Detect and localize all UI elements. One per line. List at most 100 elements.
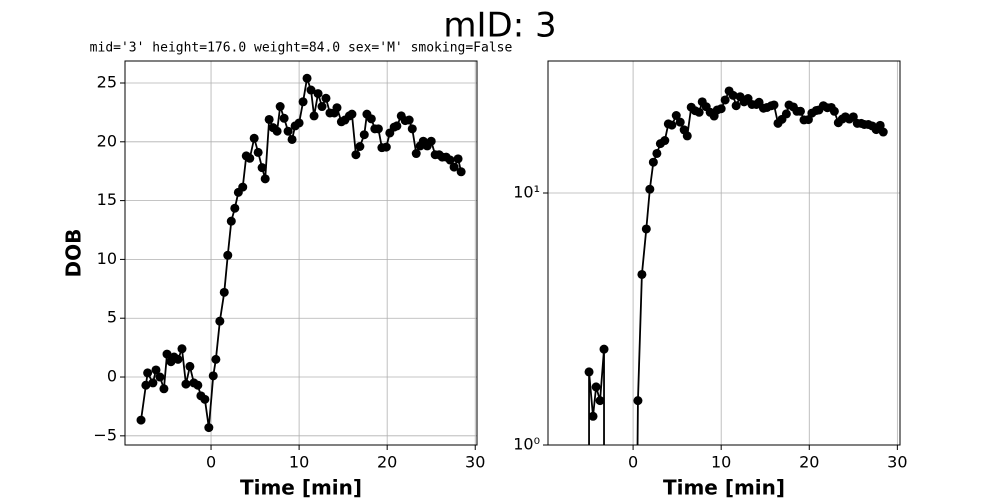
data-point (449, 162, 459, 172)
data-point (155, 372, 165, 382)
data-point (848, 112, 858, 122)
data-point (373, 124, 383, 134)
data-point (694, 107, 704, 117)
data-point (445, 155, 455, 165)
data-point (426, 136, 436, 146)
data-point (321, 93, 331, 103)
data-point (173, 354, 183, 364)
data-point (716, 104, 726, 114)
data-point (637, 269, 647, 279)
data-point (407, 124, 417, 134)
data-point (599, 344, 609, 354)
data-point (317, 102, 327, 112)
data-point (829, 106, 839, 116)
data-point (275, 102, 285, 112)
data-point (219, 287, 229, 297)
plot-area (136, 73, 466, 433)
y-tick-label: 25 (97, 72, 117, 91)
x-axis-label: Time [min] (663, 476, 785, 500)
data-point (162, 349, 172, 359)
data-point (193, 380, 203, 390)
plot-area (574, 86, 888, 500)
data-point (453, 154, 463, 164)
x-tick-label: 10 (711, 453, 731, 472)
data-point (404, 115, 414, 125)
data-point (141, 380, 151, 390)
data-point (302, 73, 312, 83)
data-point (795, 106, 805, 116)
y-tick-label: 10 (97, 249, 117, 268)
data-point (223, 250, 233, 260)
y-tick-label: 10¹ (513, 182, 540, 201)
data-point (159, 384, 169, 394)
data-point (143, 368, 153, 378)
data-point (411, 149, 421, 159)
data-point (633, 396, 643, 406)
data-point (294, 118, 304, 128)
data-point (264, 114, 274, 124)
data-point (359, 130, 369, 140)
axes-frame (547, 60, 901, 446)
data-point (204, 423, 214, 433)
x-tick-label: 10 (289, 453, 309, 472)
data-point (272, 126, 282, 136)
data-point (283, 126, 293, 136)
data-point (588, 411, 598, 421)
data-point (595, 396, 605, 406)
data-point (574, 496, 583, 500)
data-point (682, 131, 692, 141)
y-tick-label: −5 (93, 425, 117, 444)
data-point (392, 121, 402, 131)
data-point (260, 174, 270, 184)
data-point (313, 89, 323, 99)
y-tick-label: 15 (97, 190, 117, 209)
data-point (381, 142, 391, 152)
axes: 0 10 20 30 10⁰ 10¹ (513, 60, 908, 472)
x-tick-label: 0 (628, 453, 638, 472)
data-point (731, 101, 741, 111)
data-point (878, 127, 888, 137)
data-point (584, 367, 594, 377)
y-tick-label: 5 (107, 308, 117, 327)
data-point (257, 163, 267, 173)
data-point (366, 114, 376, 124)
x-tick-label: 20 (799, 453, 819, 472)
data-point (351, 150, 361, 160)
data-point (591, 382, 601, 392)
data-point (332, 103, 342, 113)
data-point (875, 120, 885, 130)
data-point (181, 379, 191, 389)
axes: 0 10 20 30 −5 0 5 10 15 20 25 (93, 60, 485, 472)
data-point (607, 452, 616, 461)
data-point (306, 85, 316, 95)
data-point (208, 371, 218, 381)
data-point (211, 354, 221, 364)
data-line (588, 89, 885, 445)
data-point (185, 361, 195, 371)
data-point (728, 90, 738, 100)
x-tick-label: 30 (465, 453, 485, 472)
data-point (781, 109, 791, 119)
data-point (215, 316, 225, 326)
data-point (136, 415, 146, 425)
data-point (660, 136, 670, 146)
data-point (347, 109, 357, 119)
data-point (245, 153, 255, 163)
data-point (148, 378, 158, 388)
data-point (720, 95, 730, 105)
data-point (641, 224, 651, 234)
data-point (226, 216, 236, 226)
axes-title: mid='3' height=176.0 weight=84.0 sex='M'… (90, 41, 513, 56)
data-point (355, 142, 365, 152)
figure-title: mID: 3 (443, 6, 556, 46)
data-point (648, 157, 658, 167)
x-tick-label: 0 (206, 453, 216, 472)
axes-frame (124, 60, 478, 446)
data-point (667, 120, 677, 130)
data-point (238, 182, 248, 192)
x-axis-label: Time [min] (240, 476, 362, 500)
x-tick-label: 30 (887, 453, 907, 472)
y-tick-label: 20 (97, 131, 117, 150)
x-tick-label: 20 (377, 453, 397, 472)
